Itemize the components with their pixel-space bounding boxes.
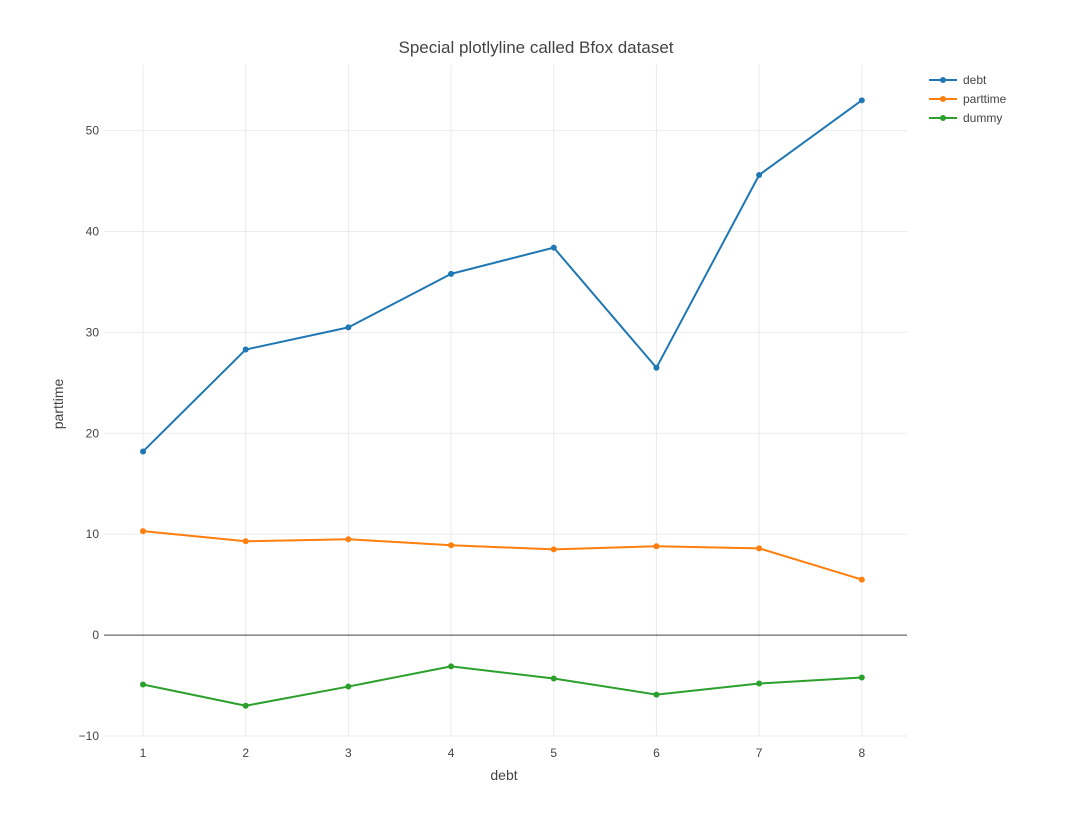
x-tick-label: 1 [140,746,147,760]
legend-item-debt: debt [929,73,987,87]
data-point-parttime [858,576,865,583]
chart-title: Special plotlyline called Bfox dataset [399,38,674,57]
gridlines [104,65,907,737]
data-point-parttime [140,528,147,535]
y-tick-label: 20 [86,426,100,440]
axes: 1 2 3 4 5 6 7 8 −10 0 10 20 30 40 50 [79,124,866,760]
legend-label: debt [963,73,987,87]
data-point-parttime [448,542,455,549]
data-point-debt [756,171,763,178]
legend-item-dummy: dummy [929,111,1002,125]
legend-label: dummy [963,111,1002,125]
data-point-debt [550,244,557,251]
y-tick-label: 0 [92,628,99,642]
x-tick-label: 4 [448,746,455,760]
x-tick-label: 8 [858,746,865,760]
legend-swatch-marker [940,96,946,102]
series-parttime [140,528,865,583]
x-tick-label: 3 [345,746,352,760]
legend-swatch-marker [940,77,946,83]
x-tick-label: 7 [756,746,763,760]
y-tick-label: −10 [79,729,100,743]
data-point-dummy [242,702,249,709]
data-point-debt [345,324,352,331]
data-point-dummy [345,683,352,690]
x-tick-label: 5 [550,746,557,760]
series-debt [140,97,865,455]
legend-label: parttime [963,92,1007,106]
series-line-parttime [142,530,863,581]
x-axis-title: debt [490,767,517,783]
data-point-parttime [653,543,660,550]
y-tick-label: 10 [86,527,100,541]
y-tick-label: 40 [86,224,100,238]
data-point-dummy [140,681,147,688]
y-axis-title: parttime [50,379,66,430]
data-point-dummy [653,691,660,698]
series-layer [140,97,865,709]
data-point-parttime [242,538,249,545]
y-tick-label: 50 [86,124,100,138]
data-point-parttime [756,545,763,552]
data-point-debt [448,270,455,277]
legend-item-parttime: parttime [929,92,1007,106]
legend-swatch-marker [940,115,946,121]
data-point-dummy [756,680,763,687]
series-line-debt [142,99,863,453]
data-point-debt [858,97,865,104]
data-point-parttime [550,546,557,553]
data-point-debt [653,364,660,371]
data-point-debt [242,346,249,353]
data-point-dummy [858,674,865,681]
data-point-dummy [448,663,455,670]
data-point-dummy [550,675,557,682]
series-dummy [140,663,865,709]
data-point-debt [140,448,147,455]
legend: debt parttime dummy [929,73,1007,125]
x-tick-label: 6 [653,746,660,760]
x-tick-label: 2 [242,746,249,760]
data-point-parttime [345,536,352,543]
y-tick-label: 30 [86,325,100,339]
series-line-dummy [142,665,862,707]
